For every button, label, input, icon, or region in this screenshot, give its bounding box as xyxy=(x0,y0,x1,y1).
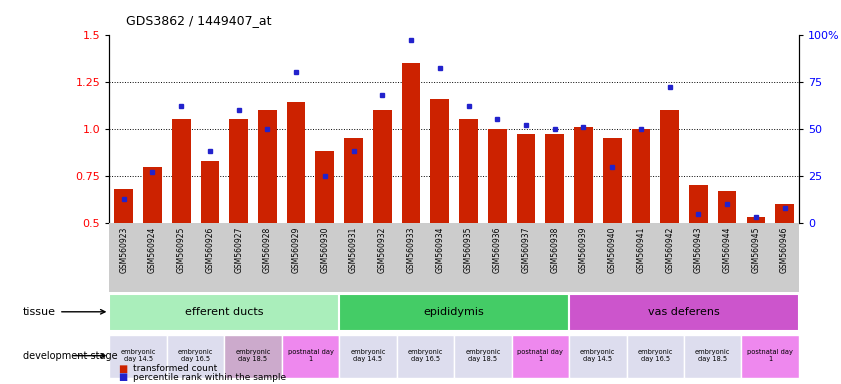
Bar xyxy=(747,217,765,223)
Bar xyxy=(287,103,305,223)
Bar xyxy=(660,110,679,223)
Text: GSM560936: GSM560936 xyxy=(493,227,502,273)
Text: GDS3862 / 1449407_at: GDS3862 / 1449407_at xyxy=(126,14,272,27)
Text: embryonic
day 18.5: embryonic day 18.5 xyxy=(695,349,731,362)
Text: GSM560923: GSM560923 xyxy=(119,227,128,273)
Text: GSM560927: GSM560927 xyxy=(234,227,243,273)
Text: vas deferens: vas deferens xyxy=(648,307,720,317)
Text: GSM560939: GSM560939 xyxy=(579,227,588,273)
Bar xyxy=(488,129,506,223)
Bar xyxy=(516,134,536,223)
Text: ■: ■ xyxy=(118,372,127,382)
Text: postnatal day
1: postnatal day 1 xyxy=(288,349,333,362)
Bar xyxy=(459,119,478,223)
Bar xyxy=(574,127,593,223)
Bar xyxy=(511,335,569,378)
Bar xyxy=(200,161,220,223)
Text: transformed count: transformed count xyxy=(133,364,217,373)
Bar xyxy=(230,119,248,223)
Bar xyxy=(545,134,564,223)
Bar xyxy=(603,138,621,223)
Bar xyxy=(339,335,397,378)
Bar xyxy=(143,167,161,223)
Text: percentile rank within the sample: percentile rank within the sample xyxy=(133,372,286,382)
Text: embryonic
day 18.5: embryonic day 18.5 xyxy=(465,349,500,362)
Bar xyxy=(339,294,569,331)
Text: postnatal day
1: postnatal day 1 xyxy=(517,349,563,362)
Text: GSM560934: GSM560934 xyxy=(436,227,444,273)
Bar xyxy=(632,129,650,223)
Text: ■: ■ xyxy=(118,364,127,374)
Text: GSM560924: GSM560924 xyxy=(148,227,157,273)
Bar xyxy=(397,335,454,378)
Text: GSM560946: GSM560946 xyxy=(780,227,789,273)
Text: GSM560926: GSM560926 xyxy=(205,227,214,273)
Bar xyxy=(689,185,708,223)
Bar xyxy=(627,335,684,378)
Text: development stage: development stage xyxy=(24,351,118,361)
Bar xyxy=(258,110,277,223)
Bar xyxy=(431,99,449,223)
Bar xyxy=(569,294,799,331)
Bar xyxy=(717,191,737,223)
Text: efferent ducts: efferent ducts xyxy=(185,307,263,317)
Bar xyxy=(402,63,420,223)
Text: GSM560943: GSM560943 xyxy=(694,227,703,273)
Text: GSM560945: GSM560945 xyxy=(751,227,760,273)
Text: embryonic
day 16.5: embryonic day 16.5 xyxy=(177,349,214,362)
Text: embryonic
day 14.5: embryonic day 14.5 xyxy=(580,349,616,362)
Text: epididymis: epididymis xyxy=(424,307,484,317)
Bar xyxy=(109,335,167,378)
Text: embryonic
day 18.5: embryonic day 18.5 xyxy=(235,349,271,362)
Text: GSM560937: GSM560937 xyxy=(521,227,531,273)
Text: GSM560941: GSM560941 xyxy=(637,227,645,273)
Text: embryonic
day 16.5: embryonic day 16.5 xyxy=(408,349,443,362)
Text: GSM560938: GSM560938 xyxy=(550,227,559,273)
Text: GSM560932: GSM560932 xyxy=(378,227,387,273)
Text: GSM560944: GSM560944 xyxy=(722,227,732,273)
Bar xyxy=(225,335,282,378)
Text: GSM560929: GSM560929 xyxy=(292,227,300,273)
Text: embryonic
day 16.5: embryonic day 16.5 xyxy=(637,349,673,362)
Text: GSM560925: GSM560925 xyxy=(177,227,186,273)
Bar xyxy=(742,335,799,378)
Bar xyxy=(775,204,794,223)
Text: embryonic
day 14.5: embryonic day 14.5 xyxy=(350,349,386,362)
Text: GSM560930: GSM560930 xyxy=(320,227,330,273)
Text: postnatal day
1: postnatal day 1 xyxy=(748,349,793,362)
Bar xyxy=(315,151,334,223)
Bar xyxy=(344,138,363,223)
Bar xyxy=(172,119,191,223)
Text: GSM560942: GSM560942 xyxy=(665,227,674,273)
Bar xyxy=(167,335,225,378)
Bar xyxy=(114,189,133,223)
Bar xyxy=(282,335,339,378)
Bar xyxy=(109,294,339,331)
Bar xyxy=(454,335,511,378)
Text: GSM560940: GSM560940 xyxy=(608,227,616,273)
Text: embryonic
day 14.5: embryonic day 14.5 xyxy=(120,349,156,362)
Text: tissue: tissue xyxy=(24,307,105,317)
Text: GSM560928: GSM560928 xyxy=(263,227,272,273)
Text: GSM560931: GSM560931 xyxy=(349,227,358,273)
Bar xyxy=(569,335,627,378)
Text: GSM560935: GSM560935 xyxy=(464,227,473,273)
Bar xyxy=(373,110,392,223)
Text: GSM560933: GSM560933 xyxy=(406,227,415,273)
Bar xyxy=(684,335,742,378)
